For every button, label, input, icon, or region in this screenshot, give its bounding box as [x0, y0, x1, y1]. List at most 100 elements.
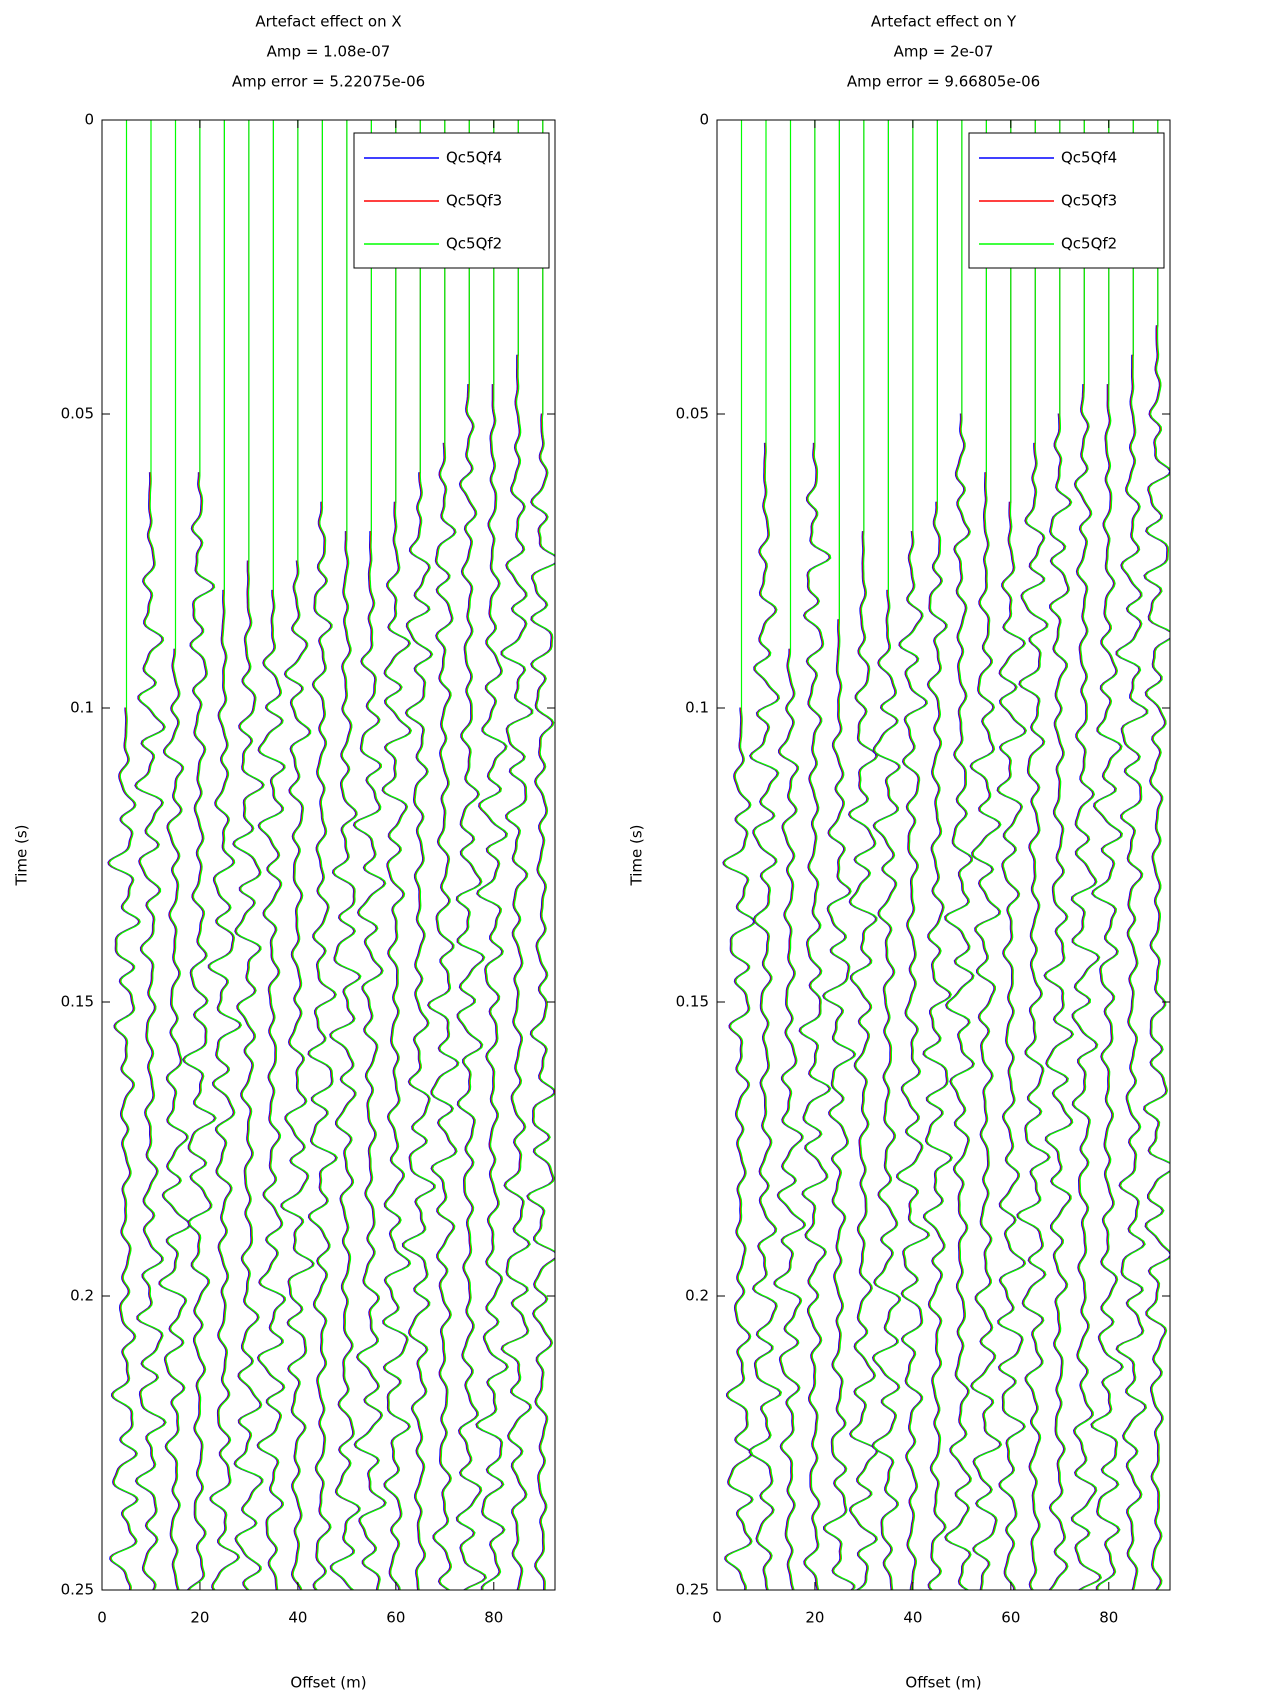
trace: [800, 120, 832, 1590]
trace: [352, 120, 386, 1590]
trace: [258, 120, 287, 1590]
trace: [457, 120, 488, 1590]
plot-area: [717, 120, 1170, 1590]
trace: [183, 120, 217, 1590]
x-tick-label: 0: [712, 1609, 722, 1627]
y-axis-label: Time (s): [13, 825, 31, 887]
trace: [723, 120, 756, 1590]
y-tick-label: 0.1: [70, 699, 94, 717]
trace: [383, 120, 413, 1590]
y-tick-label: 0: [699, 111, 709, 129]
trace: [923, 120, 953, 1590]
trace: [475, 120, 508, 1590]
x-tick-label: 20: [190, 1609, 209, 1627]
y-axis-label: Time (s): [628, 825, 646, 887]
x-tick-label: 60: [386, 1609, 405, 1627]
axes-frame: [101, 119, 556, 1591]
trace: [1072, 120, 1103, 1590]
axes: 0 20 40 60 80 0 0.05 0.1 0.15 0.2 0.25 Artefact eff…: [13, 13, 556, 1692]
trace: [455, 120, 486, 1590]
y-tick-label: 0: [84, 111, 94, 129]
trace: [897, 120, 931, 1590]
trace: [871, 120, 900, 1590]
trace: [476, 120, 509, 1590]
trace: [798, 120, 830, 1590]
axes-frame: [716, 119, 1171, 1591]
trace: [969, 120, 1001, 1590]
trace: [502, 120, 534, 1590]
trace: [823, 120, 857, 1590]
trace: [308, 120, 338, 1590]
trace: [1043, 120, 1073, 1590]
x-tick-label: 40: [288, 1609, 307, 1627]
x-tick-label: 60: [1001, 1609, 1020, 1627]
trace: [134, 120, 166, 1590]
trace: [159, 120, 191, 1590]
y-tick-label: 0.2: [70, 1287, 94, 1305]
trace: [208, 120, 242, 1590]
x-tick-label: 0: [97, 1609, 107, 1627]
traces: [722, 120, 1170, 1590]
trace: [476, 120, 509, 1590]
trace: [1070, 120, 1101, 1590]
trace: [849, 120, 879, 1590]
trace: [527, 120, 555, 1590]
trace: [232, 120, 264, 1590]
trace: [108, 120, 141, 1590]
trace: [209, 120, 243, 1590]
trace: [774, 120, 806, 1590]
trace: [1144, 120, 1170, 1590]
trace: [330, 120, 362, 1590]
trace: [257, 120, 286, 1590]
trace: [354, 120, 387, 1590]
x-axis-label: Offset (m): [905, 1674, 981, 1692]
trace: [135, 120, 167, 1590]
trace: [159, 120, 192, 1590]
axes: 0 20 40 60 80 0 0.05 0.1 0.15 0.2 0.25 Artefact eff…: [628, 13, 1171, 1692]
trace: [1091, 120, 1124, 1590]
trace: [233, 120, 265, 1590]
trace: [1044, 120, 1074, 1590]
trace: [774, 120, 807, 1590]
x-tick-label: 20: [805, 1609, 824, 1627]
y-tick-label: 0.25: [61, 1581, 94, 1599]
trace: [872, 120, 901, 1590]
y-tick-label: 0.05: [676, 405, 709, 423]
y-tick-label: 0.05: [61, 405, 94, 423]
trace: [944, 120, 974, 1590]
trace: [1143, 120, 1170, 1590]
chart-title: Amp error = 9.66805e-06: [847, 73, 1040, 91]
trace: [750, 120, 783, 1590]
trace: [998, 120, 1028, 1590]
trace: [1091, 120, 1124, 1590]
trace: [895, 120, 929, 1590]
x-tick-label: 80: [1099, 1609, 1118, 1627]
chart-title: Amp = 2e-07: [894, 43, 994, 61]
trace: [256, 120, 285, 1590]
trace: [527, 120, 555, 1590]
y-tick-label: 0.1: [685, 699, 709, 717]
y-tick-label: 0.2: [685, 1287, 709, 1305]
chart-title: Amp = 1.08e-07: [267, 43, 391, 61]
trace: [971, 120, 1003, 1590]
trace: [773, 120, 805, 1590]
trace: [945, 120, 976, 1590]
trace: [799, 120, 831, 1590]
traces: [107, 120, 555, 1590]
trace: [428, 120, 460, 1590]
legend-label: Qc5Qf3: [1061, 192, 1117, 210]
legend: Qc5Qf4 Qc5Qf3 Qc5Qf2: [353, 132, 550, 269]
y-tick-label: 0.25: [676, 1581, 709, 1599]
x-tick-label: 80: [484, 1609, 503, 1627]
plot-area: [102, 120, 555, 1590]
legend-label: Qc5Qf3: [446, 192, 502, 210]
y-tick-label: 0.15: [61, 993, 94, 1011]
trace: [403, 120, 436, 1590]
trace: [207, 120, 241, 1590]
trace: [1117, 120, 1149, 1590]
trace: [1090, 120, 1123, 1590]
x-tick-label: 40: [903, 1609, 922, 1627]
legend-label: Qc5Qf2: [446, 235, 502, 253]
trace: [329, 120, 360, 1590]
